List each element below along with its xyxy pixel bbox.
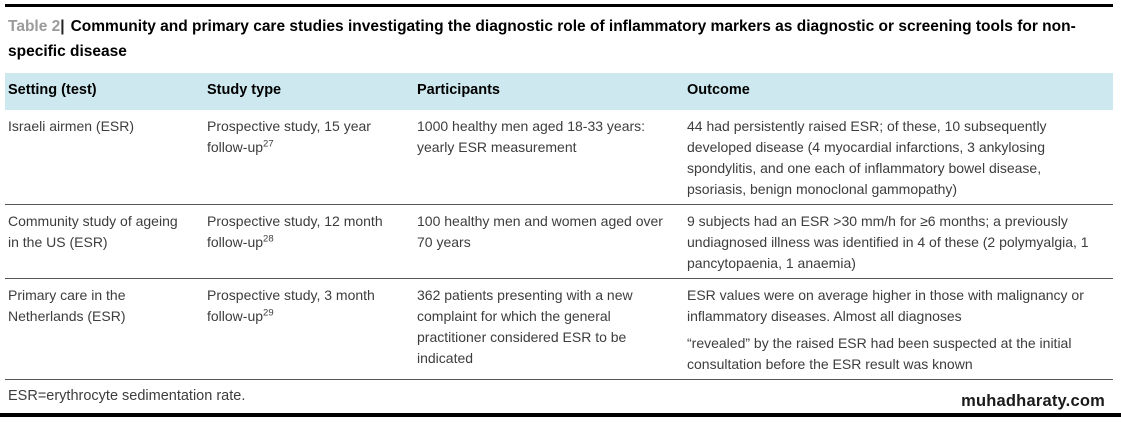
participants-cell: 1000 healthy men aged 18-33 years: yearl… bbox=[417, 118, 646, 155]
participants-cell: 100 healthy men and women aged over 70 y… bbox=[417, 213, 663, 250]
study-type-cell: Prospective study, 12 month follow-up28 bbox=[204, 211, 414, 274]
page-container: Table 2| Community and primary care studi… bbox=[0, 4, 1121, 380]
title-text: Community and primary care studies inves… bbox=[8, 18, 1076, 60]
study-type-text: Prospective study, 15 year follow-up bbox=[207, 118, 371, 155]
setting-cell: Israeli airmen (ESR) bbox=[8, 118, 135, 134]
outcome-cell: ESR values were on average higher in tho… bbox=[684, 285, 1113, 375]
study-type-text: Prospective study, 12 month follow-up bbox=[207, 213, 383, 250]
footnote: ESR=erythrocyte sedimentation rate. bbox=[8, 388, 246, 404]
table-header-row: Setting (test) Study type Participants O… bbox=[5, 73, 1113, 110]
table-row-primary-care-netherlands: Primary care in the Netherlands (ESR) Pr… bbox=[5, 279, 1113, 380]
bottom-rule bbox=[0, 413, 1121, 417]
outcome-paragraph: “revealed” by the raised ESR had been su… bbox=[687, 335, 1072, 372]
reference-superscript: 27 bbox=[263, 138, 274, 150]
table-row-community-ageing-us: Community study of ageing in the US (ESR… bbox=[5, 205, 1113, 279]
study-type-cell: Prospective study, 15 year follow-up27 bbox=[204, 116, 414, 200]
title-separator: | bbox=[60, 18, 65, 35]
setting-cell: Primary care in the Netherlands (ESR) bbox=[8, 287, 126, 324]
table-number-label: Table 2 bbox=[8, 18, 61, 35]
outcome-paragraph: 9 subjects had an ESR >30 mm/h for ≥6 mo… bbox=[687, 213, 1089, 271]
column-header-participants: Participants bbox=[417, 82, 500, 98]
outcome-cell: 9 subjects had an ESR >30 mm/h for ≥6 mo… bbox=[684, 211, 1113, 274]
participants-cell: 362 patients presenting with a new compl… bbox=[417, 287, 633, 366]
watermark-link[interactable]: muhadharaty.com bbox=[961, 392, 1105, 410]
reference-superscript: 29 bbox=[263, 307, 274, 319]
outcome-cell: 44 had persistently raised ESR; of these… bbox=[684, 116, 1113, 200]
study-type-cell: Prospective study, 3 month follow-up29 bbox=[204, 285, 414, 375]
reference-superscript: 28 bbox=[263, 233, 274, 245]
outcome-paragraph: 44 had persistently raised ESR; of these… bbox=[687, 118, 1047, 197]
study-type-text: Prospective study, 3 month follow-up bbox=[207, 287, 375, 324]
outcome-paragraph: ESR values were on average higher in tho… bbox=[687, 287, 1084, 324]
table-row-israeli-airmen: Israeli airmen (ESR) Prospective study, … bbox=[5, 110, 1113, 205]
column-header-study-type: Study type bbox=[207, 82, 282, 98]
column-header-setting: Setting (test) bbox=[8, 82, 97, 98]
table-title: Table 2| Community and primary care studi… bbox=[8, 14, 1111, 64]
column-header-outcome: Outcome bbox=[687, 82, 750, 98]
setting-cell: Community study of ageing in the US (ESR… bbox=[8, 213, 178, 250]
top-rule bbox=[5, 4, 1113, 7]
